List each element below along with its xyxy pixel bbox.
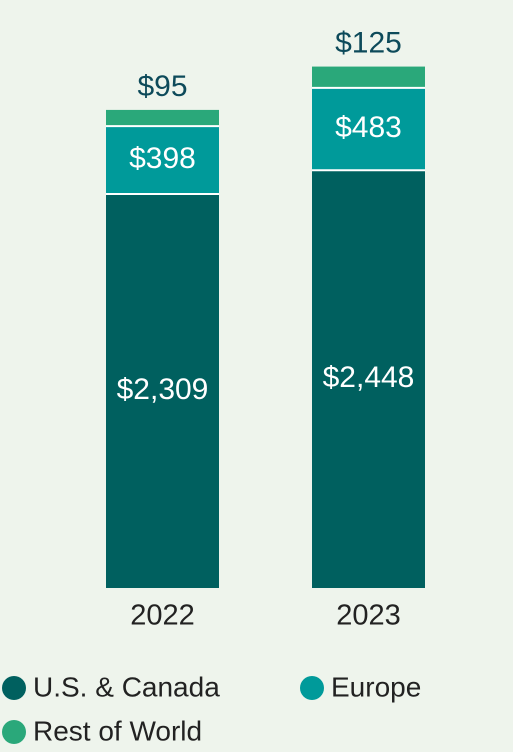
value-label: $483 [335,111,402,144]
legend-swatch [300,676,324,700]
bar-segment [312,66,425,88]
value-label: $2,309 [117,373,209,406]
legend-swatch [2,720,26,744]
x-tick-label: 2022 [130,600,195,632]
legend-label: Europe [331,671,421,702]
legend-swatch [2,676,26,700]
bar-segment [312,87,425,171]
x-tick-label: 2023 [336,600,401,632]
bar-segment [106,126,219,195]
bar-segment [312,170,425,588]
bar-segment [106,109,219,127]
bar-segment [106,194,219,589]
legend-label: U.S. & Canada [33,671,220,702]
value-label: $95 [137,70,187,103]
value-label: $125 [335,26,402,59]
value-label: $2,448 [323,361,415,394]
value-label: $398 [129,142,196,175]
legend-label: Rest of World [33,715,202,746]
